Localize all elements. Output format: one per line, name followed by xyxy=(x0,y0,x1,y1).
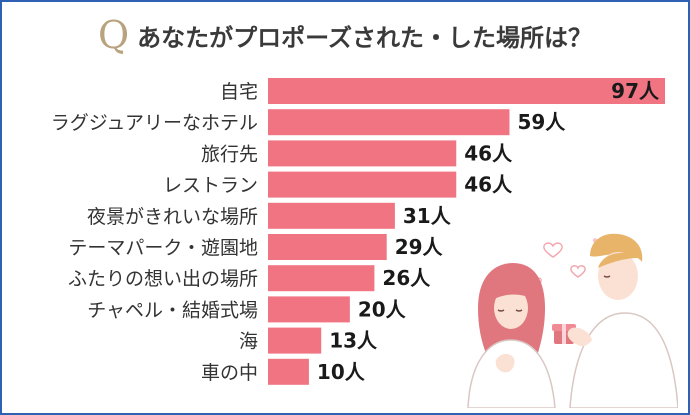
category-label-10: 車の中 xyxy=(201,362,258,384)
value-label-3: 46人 xyxy=(464,141,513,165)
value-label-1: 97人 xyxy=(611,79,660,103)
bar-6 xyxy=(268,234,387,260)
chart-title: Q あなたがプロポーズされた・した場所は？ xyxy=(0,12,690,58)
bar-2 xyxy=(268,109,510,136)
value-label-8: 20人 xyxy=(358,297,407,321)
category-label-7: ふたりの想い出の場所 xyxy=(68,268,258,290)
value-label-6: 29人 xyxy=(395,235,444,259)
bar-8 xyxy=(268,296,350,323)
category-label-4: レストラン xyxy=(163,175,258,197)
category-label-8: チャペル・結婚式場 xyxy=(87,299,258,321)
value-label-4: 46人 xyxy=(464,173,513,197)
value-label-7: 26人 xyxy=(382,266,431,290)
bar-1 xyxy=(268,78,665,104)
bar-7 xyxy=(268,265,375,292)
category-label-2: ラグジュアリーなホテル xyxy=(51,112,258,134)
q-mark: Q xyxy=(98,13,130,57)
bar-5 xyxy=(268,202,395,229)
bar-9 xyxy=(268,327,322,354)
bar-3 xyxy=(268,140,457,167)
value-label-5: 31人 xyxy=(403,204,452,228)
heart-icon xyxy=(543,242,563,258)
category-label-5: 夜景がきれいな場所 xyxy=(87,206,258,228)
value-label-10: 10人 xyxy=(317,360,366,384)
bar-10 xyxy=(268,358,309,385)
category-label-6: テーマパーク・遊園地 xyxy=(68,237,258,259)
value-label-2: 59人 xyxy=(517,110,566,134)
couple-proposal-illustration xyxy=(467,233,678,408)
title-text: あなたがプロポーズされた・した場所は？ xyxy=(137,23,592,52)
category-label-3: 旅行先 xyxy=(201,143,258,165)
heart-icon xyxy=(570,265,586,278)
category-label-1: 自宅 xyxy=(220,81,258,103)
value-label-9: 13人 xyxy=(329,329,378,353)
category-label-9: 海 xyxy=(239,331,258,353)
bar-4 xyxy=(268,171,457,198)
